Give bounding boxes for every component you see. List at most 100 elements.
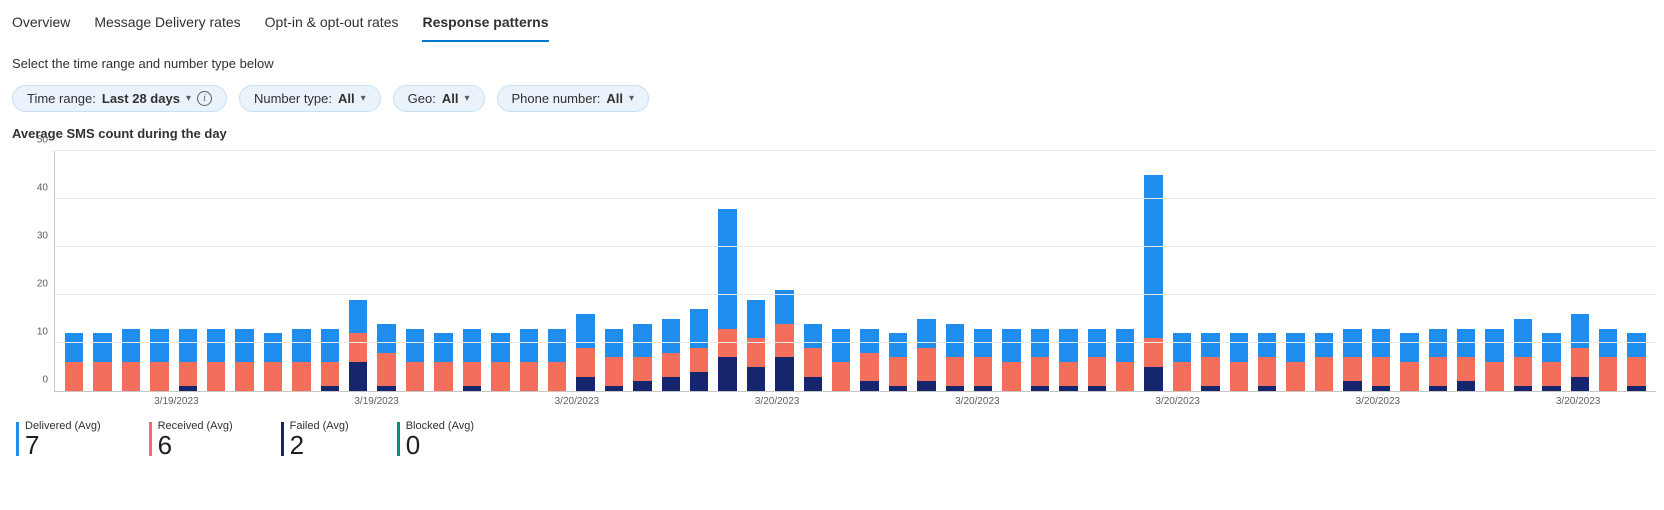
tab-overview[interactable]: Overview [12, 8, 70, 42]
bar[interactable] [1002, 329, 1020, 391]
bar-segment-received [662, 353, 680, 377]
bar[interactable] [1571, 314, 1589, 391]
bar-segment-delivered [1372, 329, 1390, 358]
kpi: Received (Avg)6 [149, 420, 233, 458]
bar[interactable] [463, 329, 481, 391]
bar[interactable] [775, 290, 793, 391]
kpi-value: 2 [290, 432, 349, 458]
bar[interactable] [548, 329, 566, 391]
filter-geo-value: All [442, 91, 459, 106]
y-tick-label: 20 [37, 279, 48, 290]
bar[interactable] [747, 300, 765, 391]
bar-segment-delivered [804, 324, 822, 348]
bar-segment-delivered [349, 300, 367, 334]
bar[interactable] [718, 209, 736, 391]
bar[interactable] [804, 324, 822, 391]
x-tick-label: 3/20/2023 [555, 396, 600, 407]
bar-segment-failed [1542, 386, 1560, 391]
bar[interactable] [292, 329, 310, 391]
y-tick-label: 10 [37, 327, 48, 338]
bar-segment-received [1031, 357, 1049, 386]
bar[interactable] [1485, 329, 1503, 391]
kpi-legend: Delivered (Avg)7Received (Avg)6Failed (A… [8, 410, 1656, 458]
kpi-value: 7 [25, 432, 101, 458]
bar-segment-delivered [150, 329, 168, 363]
bar-segment-failed [917, 381, 935, 391]
bar[interactable] [662, 319, 680, 391]
bar[interactable] [974, 329, 992, 391]
bar[interactable] [1031, 329, 1049, 391]
tab-response-patterns[interactable]: Response patterns [422, 8, 548, 42]
bar-segment-delivered [1059, 329, 1077, 363]
bar-segment-delivered [917, 319, 935, 348]
filter-geo-label: Geo: [408, 91, 436, 106]
bar-segment-received [1400, 362, 1418, 391]
bar-segment-received [1372, 357, 1390, 386]
bar-segment-received [179, 362, 197, 386]
bar[interactable] [605, 329, 623, 391]
tab-optin-optout[interactable]: Opt-in & opt-out rates [265, 8, 399, 42]
bar-segment-delivered [1542, 333, 1560, 362]
bar[interactable] [321, 329, 339, 391]
bar[interactable] [1116, 329, 1134, 391]
bar[interactable] [235, 329, 253, 391]
bar-segment-received [1088, 357, 1106, 386]
bar[interactable] [207, 329, 225, 391]
bar-segment-failed [747, 367, 765, 391]
bar[interactable] [576, 314, 594, 391]
bar-segment-delivered [946, 324, 964, 358]
bar[interactable] [1144, 175, 1162, 391]
bar[interactable] [1088, 329, 1106, 391]
info-icon[interactable]: i [197, 91, 212, 106]
bar[interactable] [860, 329, 878, 391]
bar[interactable] [377, 324, 395, 391]
bar-segment-failed [1429, 386, 1447, 391]
bar-segment-delivered [1400, 333, 1418, 362]
bar[interactable] [520, 329, 538, 391]
kpi-color-bar [281, 422, 284, 456]
bar[interactable] [1457, 329, 1475, 391]
bar[interactable] [1059, 329, 1077, 391]
bar[interactable] [1514, 319, 1532, 391]
filter-phone[interactable]: Phone number: All ▾ [497, 85, 650, 112]
filter-number-type[interactable]: Number type: All ▾ [239, 85, 381, 112]
bar-segment-delivered [463, 329, 481, 363]
bar[interactable] [1372, 329, 1390, 391]
bar[interactable] [1599, 329, 1617, 391]
bar[interactable] [1429, 329, 1447, 391]
bar-segment-received [690, 348, 708, 372]
bar[interactable] [406, 329, 424, 391]
bar-segment-delivered [1258, 333, 1276, 357]
bar-segment-failed [605, 386, 623, 391]
bar-segment-failed [1514, 386, 1532, 391]
bar[interactable] [1343, 329, 1361, 391]
bar-segment-received [491, 362, 509, 391]
tab-delivery-rates[interactable]: Message Delivery rates [94, 8, 240, 42]
x-axis: 3/19/20233/19/20233/20/20233/20/20233/20… [54, 392, 1656, 410]
bar[interactable] [946, 324, 964, 391]
bar[interactable] [179, 329, 197, 391]
bar-segment-received [1343, 357, 1361, 381]
bar-segment-received [832, 362, 850, 391]
filter-geo[interactable]: Geo: All ▾ [393, 85, 485, 112]
bar-segment-delivered [321, 329, 339, 363]
bar[interactable] [122, 329, 140, 391]
bar-segment-delivered [718, 209, 736, 329]
filter-number-type-value: All [338, 91, 355, 106]
bar-segment-failed [1201, 386, 1219, 391]
bar[interactable] [633, 324, 651, 391]
bar-segment-failed [690, 372, 708, 391]
bar[interactable] [832, 329, 850, 391]
filter-time-range[interactable]: Time range: Last 28 days ▾ i [12, 85, 227, 112]
bar[interactable] [150, 329, 168, 391]
bar[interactable] [690, 309, 708, 391]
bar-segment-failed [1088, 386, 1106, 391]
bar[interactable] [349, 300, 367, 391]
bar-segment-received [292, 362, 310, 391]
grid-line [55, 198, 1656, 199]
x-tick-label: 3/19/2023 [154, 396, 199, 407]
bar[interactable] [917, 319, 935, 391]
bar-segment-received [150, 362, 168, 391]
bar-segment-delivered [235, 329, 253, 363]
chevron-down-icon: ▾ [186, 93, 191, 104]
